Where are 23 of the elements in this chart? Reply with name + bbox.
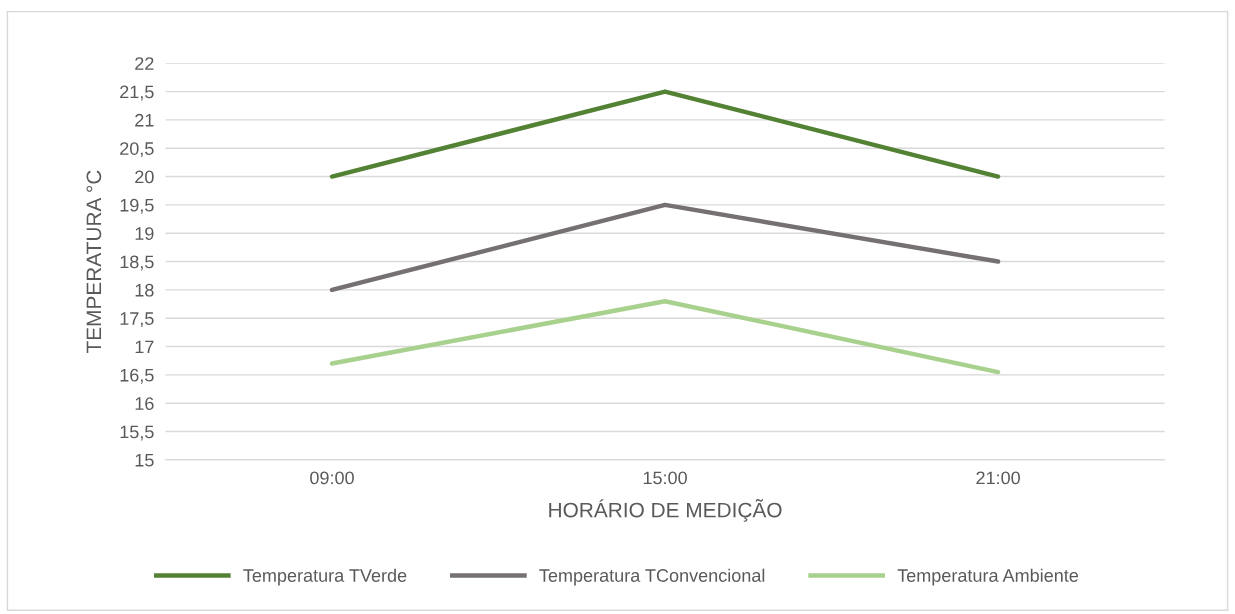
y-tick-label: 19 <box>135 227 154 240</box>
y-axis-title: TEMPERATURA °C <box>86 170 102 354</box>
x-tick-label: 09:00 <box>310 471 354 485</box>
y-tick-label: 15 <box>135 454 154 467</box>
x-tick-label: 21:00 <box>976 471 1020 485</box>
y-tick-label: 18,5 <box>120 255 154 271</box>
y-tick-label: 16 <box>135 397 154 410</box>
y-tick-label: 21 <box>135 113 154 127</box>
legend-label: Temperatura TConvencional <box>539 568 765 586</box>
y-tick-label: 15,5 <box>120 425 154 441</box>
y-tick-label: 17,5 <box>120 312 154 328</box>
x-axis-title: HORÁRIO DE MEDIÇÃO <box>549 498 782 522</box>
y-tick-label: 18 <box>135 283 154 297</box>
y-tick-label: 20 <box>135 170 154 184</box>
legend-label: Temperatura Ambiente <box>897 568 1079 586</box>
y-tick-label: 20,5 <box>120 142 154 158</box>
x-tick-label: 15:00 <box>643 471 687 485</box>
y-tick-label: 16,5 <box>120 368 154 384</box>
y-tick-label: 21,5 <box>120 85 154 101</box>
y-tick-label: 19,5 <box>120 198 154 214</box>
y-tick-label: 22 <box>135 57 154 70</box>
legend-label: Temperatura TVerde <box>243 568 407 586</box>
y-tick-label: 17 <box>135 340 154 354</box>
